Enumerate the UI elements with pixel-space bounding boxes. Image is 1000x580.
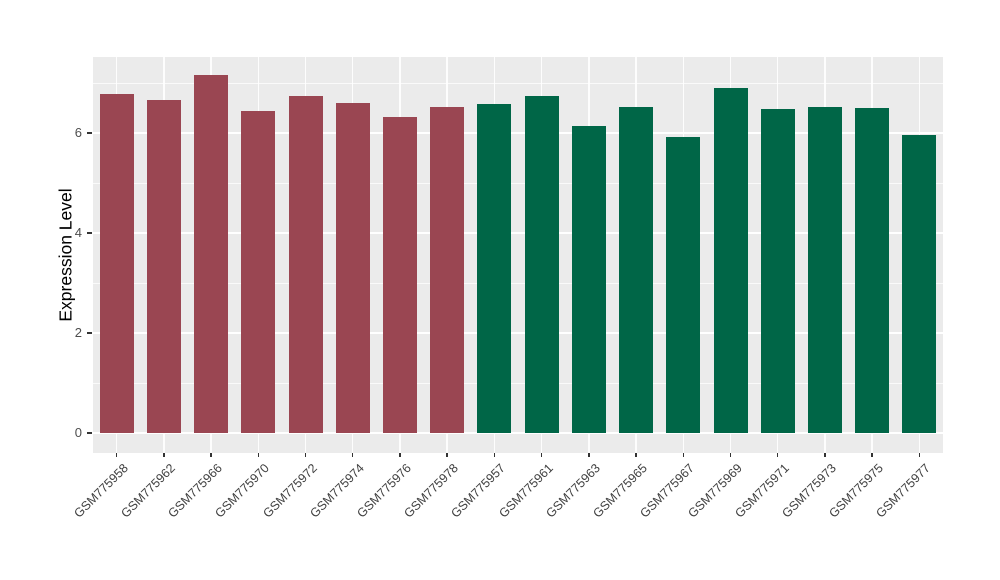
bar-GSM775974 bbox=[335, 103, 370, 433]
y-tick-0 bbox=[87, 432, 92, 434]
x-tick-GSM775971 bbox=[776, 453, 779, 457]
bar-GSM775962 bbox=[146, 100, 181, 433]
y-tick-label-2: 2 bbox=[74, 325, 82, 340]
gridline-minor-y-7 bbox=[93, 83, 943, 84]
x-tick-GSM775974 bbox=[351, 453, 354, 457]
x-tick-GSM775958 bbox=[115, 453, 118, 457]
bar-GSM775957 bbox=[477, 104, 512, 433]
bar-GSM775976 bbox=[382, 117, 417, 433]
y-tick-6 bbox=[87, 132, 92, 134]
bar-GSM775978 bbox=[430, 107, 465, 433]
bar-GSM775975 bbox=[855, 108, 890, 433]
gridline-major-y-4 bbox=[93, 232, 943, 234]
x-tick-GSM775975 bbox=[871, 453, 873, 457]
gridline-major-y-2 bbox=[93, 332, 943, 334]
bar-GSM775967 bbox=[666, 137, 701, 433]
gridline-minor-y-5 bbox=[93, 183, 943, 184]
y-tick-label-0: 0 bbox=[74, 425, 82, 440]
y-tick-2 bbox=[87, 332, 92, 334]
bar-GSM775965 bbox=[619, 107, 654, 433]
gridline-major-y-0 bbox=[93, 432, 943, 434]
y-axis-title: Expression Level bbox=[55, 188, 76, 322]
bar-GSM775961 bbox=[524, 96, 559, 433]
x-tick-GSM775967 bbox=[682, 453, 685, 457]
bar-GSM775969 bbox=[713, 88, 748, 433]
gridline-major-y-6 bbox=[93, 132, 943, 134]
bar-GSM775963 bbox=[571, 126, 606, 433]
x-tick-GSM775962 bbox=[163, 453, 165, 457]
gridline-minor-y-1 bbox=[93, 383, 943, 384]
bar-GSM775973 bbox=[807, 107, 842, 433]
y-tick-4 bbox=[87, 232, 92, 234]
bar-GSM775966 bbox=[194, 75, 229, 433]
bar-GSM775970 bbox=[241, 111, 276, 433]
bar-GSM775977 bbox=[902, 135, 937, 433]
x-tick-GSM775970 bbox=[257, 453, 260, 457]
x-tick-GSM775963 bbox=[588, 453, 590, 457]
y-tick-label-4: 4 bbox=[74, 225, 82, 240]
x-tick-GSM775973 bbox=[824, 453, 826, 457]
x-tick-GSM775976 bbox=[399, 453, 401, 457]
x-tick-GSM775966 bbox=[210, 453, 212, 457]
gridline-minor-y-3 bbox=[93, 283, 943, 284]
x-tick-GSM775969 bbox=[729, 453, 732, 457]
x-tick-GSM775965 bbox=[635, 453, 637, 457]
plot-panel bbox=[93, 57, 943, 453]
bar-GSM775972 bbox=[288, 96, 323, 433]
x-tick-GSM775957 bbox=[493, 453, 496, 457]
x-tick-GSM775961 bbox=[540, 453, 543, 457]
y-tick-label-6: 6 bbox=[74, 125, 82, 140]
bar-GSM775971 bbox=[760, 109, 795, 433]
x-tick-GSM775978 bbox=[446, 453, 448, 457]
bar-GSM775958 bbox=[99, 94, 134, 433]
x-tick-GSM775977 bbox=[918, 453, 921, 457]
x-tick-GSM775972 bbox=[304, 453, 307, 457]
